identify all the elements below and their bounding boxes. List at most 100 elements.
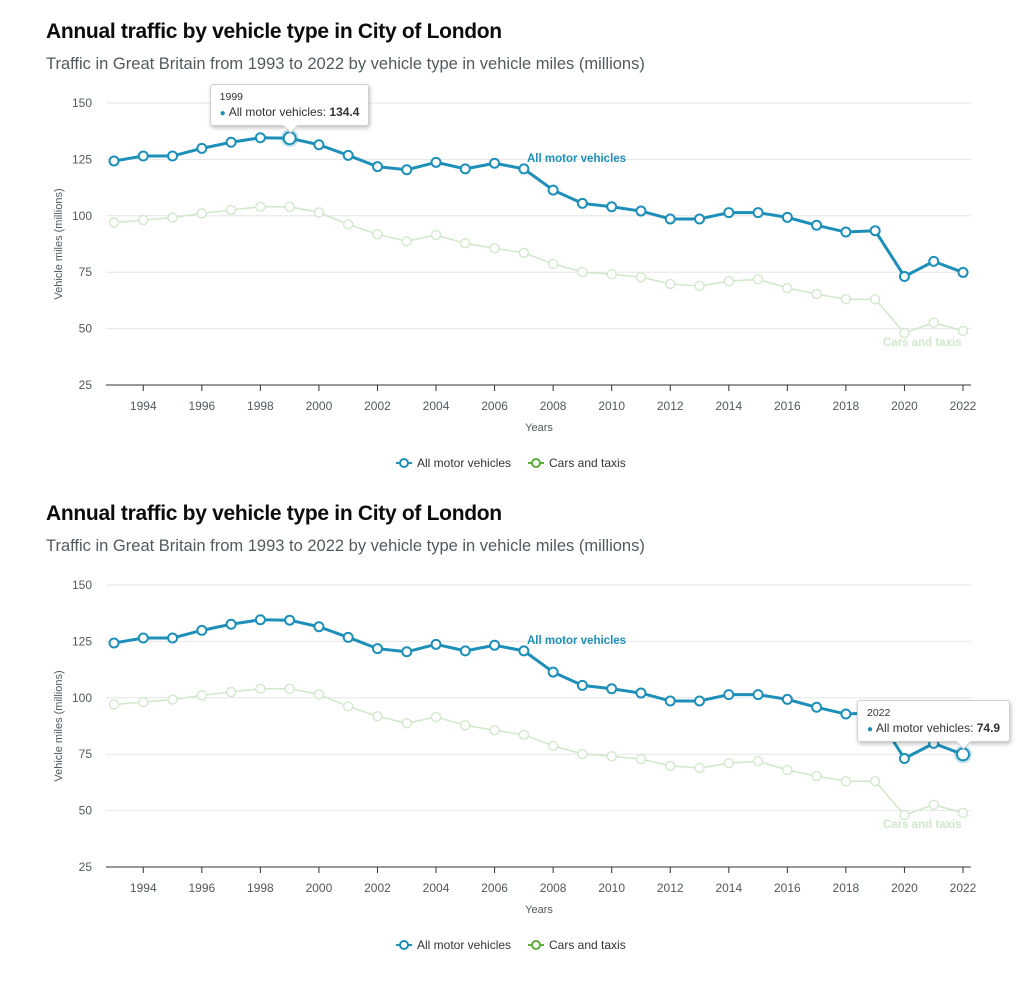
data-point[interactable] [723, 207, 735, 219]
line-chart[interactable]: 25 50 75 100 125 150 1994 1996 1998 2000 2002 2004 2… [0, 0, 1024, 482]
data-point[interactable] [518, 729, 530, 740]
data-point[interactable] [547, 740, 559, 752]
data-point[interactable] [254, 614, 266, 626]
data-point[interactable] [313, 689, 325, 700]
data-point[interactable] [576, 197, 588, 209]
data-point[interactable] [898, 270, 910, 282]
data-point[interactable] [518, 247, 530, 258]
data-point[interactable] [138, 696, 149, 708]
data-point[interactable] [957, 807, 969, 819]
data-point[interactable] [225, 204, 237, 216]
data-point[interactable] [167, 150, 179, 162]
data-point[interactable] [694, 213, 706, 225]
data-point[interactable] [225, 686, 237, 698]
data-point[interactable] [840, 294, 852, 305]
series-line-cars-and-taxis[interactable] [113, 206, 964, 334]
data-point[interactable] [665, 760, 676, 772]
data-point[interactable] [254, 132, 266, 144]
data-point[interactable] [694, 762, 705, 774]
data-point[interactable] [460, 238, 471, 249]
data-point[interactable] [606, 751, 617, 762]
data-point[interactable] [313, 621, 325, 633]
data-point[interactable] [108, 155, 120, 167]
data-point[interactable] [489, 725, 500, 736]
data-point[interactable] [372, 711, 383, 722]
data-point[interactable] [635, 754, 647, 765]
data-point[interactable] [723, 689, 735, 701]
data-point[interactable] [371, 643, 383, 655]
data-point[interactable] [371, 161, 383, 173]
data-point[interactable] [869, 225, 881, 237]
data-point[interactable] [811, 219, 823, 231]
data-point[interactable] [225, 618, 237, 630]
data-point[interactable] [899, 327, 910, 339]
data-point[interactable] [282, 131, 297, 146]
data-point[interactable] [430, 711, 442, 723]
legend-item[interactable]: Cars and taxis [528, 456, 626, 470]
data-point[interactable] [430, 156, 442, 168]
data-point[interactable] [489, 243, 500, 254]
data-point[interactable] [928, 255, 940, 267]
data-point[interactable] [635, 272, 647, 283]
data-point[interactable] [547, 666, 559, 678]
data-point[interactable] [694, 280, 705, 292]
data-point[interactable] [928, 317, 939, 328]
line-chart[interactable]: 25 50 75 100 125 150 1994 1996 1998 2000 2002 2004 2… [0, 482, 1024, 964]
data-point[interactable] [956, 747, 970, 762]
data-point[interactable] [313, 139, 325, 151]
data-point[interactable] [430, 229, 442, 241]
data-point[interactable] [343, 701, 354, 712]
data-point[interactable] [459, 645, 471, 657]
data-point[interactable] [343, 219, 354, 230]
data-point[interactable] [284, 683, 295, 694]
data-point[interactable] [547, 184, 559, 196]
data-point[interactable] [957, 325, 969, 337]
data-point[interactable] [196, 624, 208, 636]
data-point[interactable] [752, 207, 764, 219]
data-point[interactable] [489, 639, 501, 651]
data-point[interactable] [664, 213, 676, 225]
data-point[interactable] [284, 614, 296, 626]
data-point[interactable] [167, 632, 179, 644]
data-point[interactable] [811, 770, 822, 782]
data-point[interactable] [781, 693, 793, 705]
data-point[interactable] [167, 212, 178, 223]
data-point[interactable] [196, 690, 207, 701]
data-point[interactable] [606, 683, 618, 695]
data-point[interactable] [840, 708, 852, 720]
data-point[interactable] [664, 695, 676, 707]
data-point[interactable] [665, 278, 676, 290]
data-point[interactable] [577, 748, 588, 760]
data-point[interactable] [752, 756, 764, 767]
data-point[interactable] [811, 288, 822, 300]
data-point[interactable] [811, 701, 823, 713]
data-point[interactable] [752, 274, 764, 285]
data-point[interactable] [137, 632, 149, 644]
data-point[interactable] [108, 637, 120, 649]
data-point[interactable] [899, 809, 910, 821]
data-point[interactable] [167, 694, 178, 705]
data-point[interactable] [460, 720, 471, 731]
data-point[interactable] [606, 269, 617, 280]
data-point[interactable] [196, 142, 208, 154]
data-point[interactable] [401, 718, 412, 729]
data-point[interactable] [694, 695, 706, 707]
series-line-cars-and-taxis[interactable] [113, 688, 964, 816]
data-point[interactable] [840, 776, 852, 787]
data-point[interactable] [781, 211, 793, 223]
data-point[interactable] [723, 276, 734, 287]
data-point[interactable] [957, 266, 969, 278]
data-point[interactable] [518, 645, 530, 657]
data-point[interactable] [342, 631, 354, 643]
legend-item[interactable]: All motor vehicles [396, 938, 511, 952]
data-point[interactable] [225, 136, 237, 148]
data-point[interactable] [576, 679, 588, 691]
data-point[interactable] [635, 205, 647, 217]
data-point[interactable] [606, 201, 618, 213]
data-point[interactable] [196, 208, 207, 219]
data-point[interactable] [138, 214, 149, 226]
data-point[interactable] [137, 150, 149, 162]
data-point[interactable] [459, 163, 471, 175]
data-point[interactable] [401, 236, 412, 247]
data-point[interactable] [635, 687, 647, 699]
